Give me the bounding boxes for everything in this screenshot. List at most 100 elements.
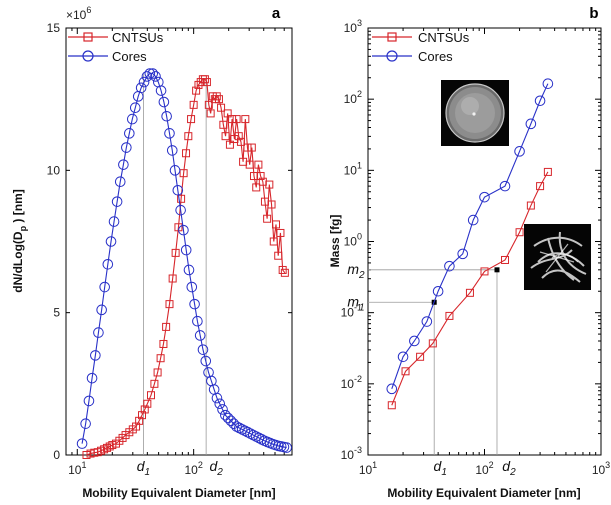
panel-a-cntsus-point <box>234 132 243 141</box>
panel-b-y-axis-title: Mass [fg] <box>328 215 342 268</box>
panel-b-guides: m1 d1 m2 d2 <box>347 261 516 478</box>
panel-a-d-label: d2 <box>209 458 223 478</box>
panel-a-cntsus-point <box>245 160 254 169</box>
panel-b-legend-cntsus: CNTSUs <box>418 30 470 45</box>
panel-a-cntsus-point <box>150 379 159 388</box>
panel-a-cores-line <box>81 72 287 449</box>
panel-a-cntsus-point <box>232 115 241 124</box>
panel-a-cntsus-point <box>153 368 162 377</box>
panel-b-cores-point <box>534 95 546 107</box>
panel-a-cntsus-point <box>200 75 209 84</box>
panel-a-cntsus-point <box>212 92 221 101</box>
panel-a-cntsus-point <box>82 451 91 459</box>
panel-a-cores-point <box>161 110 172 122</box>
panel-b-cntsus-point <box>465 288 474 297</box>
panel-a-cntsus-point <box>100 445 109 454</box>
panel-a-cntsus-point <box>241 115 250 124</box>
cntsu-particle-image <box>524 224 591 290</box>
panel-b-cntsus-point <box>445 311 454 320</box>
panel-a-cntsus-point <box>221 132 230 141</box>
panel-a-y-tick-label: 15 <box>47 21 61 35</box>
panel-a-cntsus-point <box>243 143 252 152</box>
panel-b-cores-point <box>514 146 525 157</box>
panel-a-cntsus-point <box>265 180 274 189</box>
panel-a-cntsus-point <box>228 115 237 124</box>
panel-a-cores-point <box>217 404 228 415</box>
panel-a-cntsus-point <box>156 354 165 363</box>
panel-a-cntsus-point <box>189 100 198 109</box>
panel-a-cores-point <box>147 68 159 79</box>
panel-a-cntsus-point <box>194 80 203 89</box>
panel-a-cores-point <box>141 71 153 82</box>
panel-a-cores-point <box>105 236 117 247</box>
panel-a-series-cntsus <box>82 75 289 459</box>
panel-a-cntsus-point <box>276 228 285 237</box>
panel-a-cntsus-point <box>256 172 265 181</box>
panel-a-cores-point <box>114 176 126 188</box>
panel-a-cntsus-point <box>278 265 287 274</box>
panel-a-cntsus-point <box>138 411 147 420</box>
panel-b-cores-point <box>409 335 420 347</box>
panel-b-cntsus-point <box>501 255 510 264</box>
panel-a-cntsus-point <box>274 251 283 260</box>
panel-a-cntsus-point <box>263 214 272 223</box>
panel-a-cntsus-point <box>179 169 188 178</box>
panel-a-cores-point <box>194 330 206 341</box>
panel-a-cores-point <box>121 142 132 153</box>
panel-a-cores-point <box>93 327 104 338</box>
panel-a-cores-point <box>169 165 181 176</box>
panel-a-cores-point <box>126 113 138 125</box>
panel-b-legend: CNTSUs Cores <box>372 30 470 64</box>
panel-a-x-tick-label: 101 <box>68 460 86 477</box>
panel-a-cores-point <box>183 264 195 276</box>
panel-a-cntsus-point <box>267 200 276 209</box>
panel-a-cores-point <box>200 355 212 367</box>
panel-b-cores-point <box>432 285 444 297</box>
panel-a-cntsus-point <box>102 443 111 452</box>
panel-b-cntsus-point <box>416 352 425 361</box>
panel-b-cores-point <box>457 248 469 260</box>
panel-a-cntsus-point <box>135 416 144 425</box>
panel-a-cores-point <box>214 398 226 410</box>
panel-a-cores-point <box>281 442 292 453</box>
panel-b-y-tick-label: 100 <box>344 232 362 249</box>
panel-a-cores-point <box>186 281 198 293</box>
panel-a-cores-point <box>164 128 175 139</box>
panel-a-letter: a <box>272 5 281 22</box>
panel-a-cores-point <box>180 244 192 256</box>
panel-b-cores-point <box>397 351 409 363</box>
panel-b-letter: b <box>589 5 598 22</box>
panel-b-m-label: m1 <box>347 293 364 313</box>
panel-b-cntsus-point <box>526 201 535 210</box>
panel-a-cores-point <box>111 196 123 207</box>
panel-a-cores-point <box>102 258 114 270</box>
panel-a-cores-point <box>76 438 88 449</box>
panel-a-cores-point <box>135 82 147 94</box>
panel-a-cntsus-point <box>192 86 201 95</box>
panel-b-cntsus-point <box>515 228 524 237</box>
panel-a-cntsus-point <box>105 442 114 451</box>
panel-b-cores-point <box>525 118 537 130</box>
panel-a-cores-point <box>90 350 101 361</box>
panel-a-cores-point <box>189 298 200 310</box>
panel-a-cores-point <box>178 224 189 236</box>
panel-b-cntsus-point <box>387 401 396 410</box>
panel-a-legend-cntsus: CNTSUs <box>112 30 164 45</box>
panel-a-x-axis-title: Mobility Equivalent Diameter [nm] <box>82 486 275 500</box>
panel-a-cores-point <box>155 85 167 96</box>
panel-a-cntsus-point <box>223 109 232 118</box>
panel-b-x-tick-label: 101 <box>359 460 377 477</box>
panel-a-cntsus-point <box>143 399 152 408</box>
panel-a-cores-point <box>118 159 129 170</box>
panel-a-cores-point <box>197 344 209 355</box>
panel-a-cores-point <box>222 412 234 424</box>
panel-a-cores-point <box>138 76 150 88</box>
panel-b-cores-point <box>421 316 433 327</box>
panel-a-cntsus-point <box>204 100 213 109</box>
panel-b-cntsus-point <box>543 167 552 176</box>
panel-a-cores-point <box>80 418 91 429</box>
panel-a-cntsus-point <box>182 149 191 158</box>
panel-b-m-label: m2 <box>347 261 365 281</box>
panel-b-y-tick-label: 102 <box>344 89 362 106</box>
panel-a-cores-point <box>220 409 231 421</box>
